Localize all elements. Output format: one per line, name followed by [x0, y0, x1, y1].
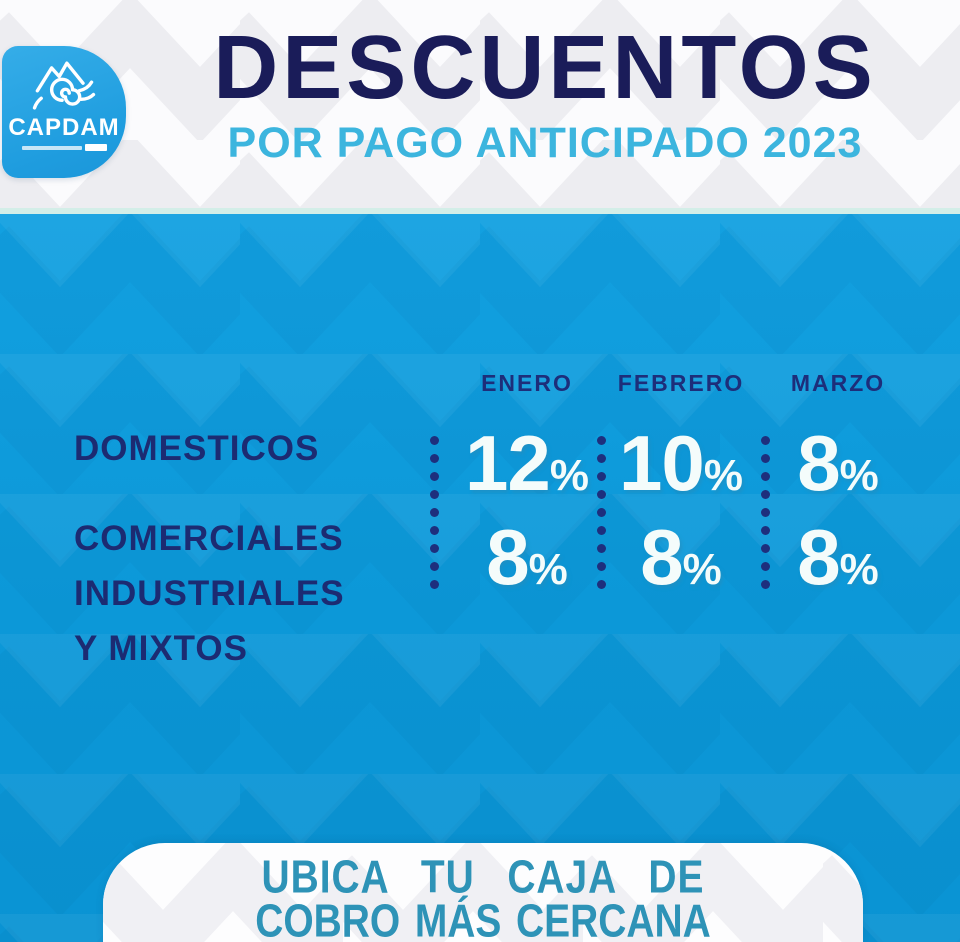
footer-banner: UBICA TU CAJA DE COBRO MÁS CERCANA	[103, 843, 863, 942]
header-titles: DESCUENTOS POR PAGO ANTICIPADO 2023	[140, 18, 950, 166]
discount-number: 8	[486, 513, 529, 601]
discount-domesticos-febrero: 10%	[596, 422, 766, 504]
percent-sign: %	[682, 545, 722, 594]
header-chevron-pattern	[0, 0, 960, 208]
discount-domesticos-marzo: 8%	[753, 422, 923, 504]
month-header-enero: ENERO	[481, 370, 573, 396]
logo-tagline-box	[84, 144, 107, 151]
logo-tagline-bar	[21, 145, 82, 150]
footer-text-line2: COBRO MÁS CERCANA	[255, 895, 711, 942]
discount-comerciales-marzo: 8%	[753, 516, 923, 598]
percent-sign: %	[839, 545, 879, 594]
footer-chevron-pattern	[103, 843, 863, 942]
discount-number: 8	[797, 513, 840, 601]
percent-sign: %	[703, 451, 743, 500]
discount-comerciales-enero: 8%	[442, 516, 612, 598]
row-label-comerciales: COMERCIALES	[74, 519, 344, 558]
page-title: DESCUENTOS	[213, 18, 877, 118]
logo-tagline	[21, 144, 107, 151]
month-header-febrero: FEBRERO	[617, 370, 745, 396]
header-divider-line	[0, 208, 960, 214]
header-section: DESCUENTOS POR PAGO ANTICIPADO 2023 CAPD…	[0, 0, 960, 208]
row-label-y-mixtos: Y MIXTOS	[74, 629, 248, 668]
logo-wordmark: CAPDAM	[8, 114, 120, 141]
percent-sign: %	[839, 451, 879, 500]
discount-number: 8	[640, 513, 683, 601]
capdam-logo: CAPDAM	[2, 46, 126, 178]
row-label-domesticos: DOMESTICOS	[74, 429, 320, 468]
discount-number: 10	[619, 419, 705, 507]
discount-comerciales-febrero: 8%	[596, 516, 766, 598]
footer-text-line1: UBICA TU CAJA DE	[261, 851, 705, 903]
dotted-separator-3	[760, 436, 770, 592]
month-header-marzo: MARZO	[790, 370, 886, 396]
dotted-separator-1	[429, 436, 439, 592]
percent-sign: %	[549, 451, 589, 500]
page-subtitle: POR PAGO ANTICIPADO 2023	[227, 119, 863, 167]
wave-mountain-icon	[32, 61, 96, 110]
body-section	[0, 214, 960, 942]
percent-sign: %	[528, 545, 568, 594]
discount-domesticos-enero: 12%	[442, 422, 612, 504]
body-chevron-pattern	[0, 214, 960, 942]
dotted-separator-2	[596, 436, 606, 592]
discount-number: 12	[465, 419, 551, 507]
row-label-industriales: INDUSTRIALES	[74, 574, 345, 613]
discount-number: 8	[797, 419, 840, 507]
